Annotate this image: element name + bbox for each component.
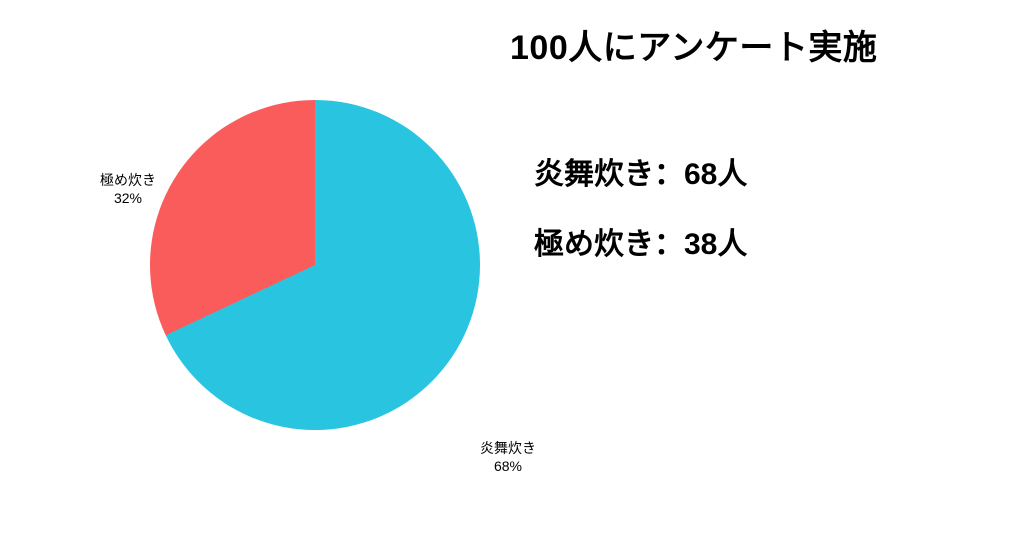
result-count: 68人 xyxy=(684,158,747,191)
pie-chart-area: 炎舞炊き 68% 極め炊き 32% xyxy=(40,60,520,500)
result-count: 38人 xyxy=(684,228,747,261)
slice-percent: 32% xyxy=(100,190,156,208)
slice-label-kiwamedaki: 極め炊き 32% xyxy=(100,172,156,207)
slice-name: 極め炊き xyxy=(100,172,156,188)
pie-chart xyxy=(150,100,480,430)
slice-name: 炎舞炊き xyxy=(480,440,536,456)
survey-title: 100人にアンケート実施 xyxy=(510,20,1010,69)
result-line-kiwamedaki: 極め炊き：38人 xyxy=(534,219,1010,263)
text-area: 100人にアンケート実施 炎舞炊き：68人 極め炊き：38人 xyxy=(510,20,1010,289)
slice-label-enbudaki: 炎舞炊き 68% xyxy=(480,440,536,475)
slice-percent: 68% xyxy=(480,458,536,476)
result-label: 極め炊き xyxy=(534,228,654,261)
infographic-root: 炎舞炊き 68% 極め炊き 32% 100人にアンケート実施 炎舞炊き：68人 … xyxy=(0,0,1024,538)
pie-wrap xyxy=(150,100,480,430)
result-line-enbudaki: 炎舞炊き：68人 xyxy=(534,149,1010,193)
result-label: 炎舞炊き xyxy=(534,158,654,191)
